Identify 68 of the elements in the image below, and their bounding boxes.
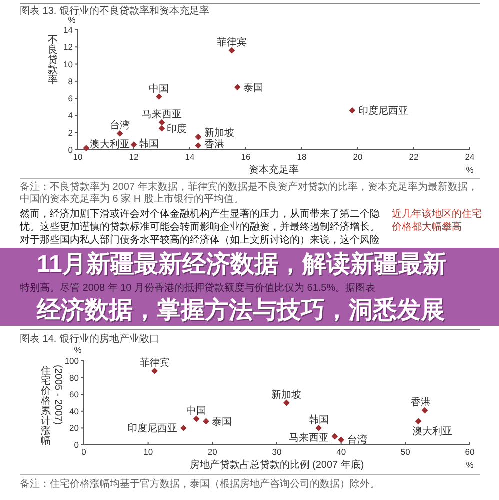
point-label: 香港 (410, 398, 431, 409)
xlabel: 房地产贷款占总贷款的比例 (2007 年底) (190, 460, 364, 471)
xtick: 10 (73, 152, 83, 162)
paragraph: 特别高。尽管 2008 年 10 月份香港的抵押贷款额度与价值比仅为 61.5%。据图表 (20, 283, 376, 294)
xtick: 16 (241, 152, 251, 162)
point-label: 韩国 (139, 138, 159, 150)
ytick: 12 (64, 42, 73, 52)
point-label: 韩国 (308, 415, 329, 426)
note: 备注：住宅价格涨幅均基于官方数据，泰国（根据房地产咨询公司的数据）除外。 (20, 479, 380, 490)
point-label: 澳大利亚 (90, 139, 130, 150)
point-label: 菲律宾 (217, 38, 247, 49)
ytick: 0 (74, 440, 79, 450)
ytick: 10 (64, 59, 73, 70)
y-unit: % (68, 15, 76, 25)
xtick: 18 (297, 152, 307, 162)
xtick: 24 (465, 152, 475, 162)
point-label: 台湾 (110, 120, 130, 132)
note: 备注：不良贷款率为 2007 年末数据，菲律宾的数据是不良资产对贷款的比率，资本充足率为最新数据，中国的资本充足率为 6 家 H 股上市银行的平均值。 (20, 182, 478, 205)
paragraph: 然而，经济加剧下滑或许会对个体金融机构产生显著的压力，从而带来了第二个隐忧。这些更加谨慎的贷款标准可能会转而影响企业的融资，并最终遏制经济增长。对于那些国内私人部门债务水平较高的经济体（如上文所讨论的）来说，这个风险 (20, 209, 380, 246)
point-label: 新加坡 (204, 128, 234, 140)
ylabel: 不良贷款率 (48, 34, 58, 86)
ytick: 60 (70, 390, 79, 400)
ytick: 0 (68, 145, 73, 155)
sidebar: 近几年该地区的住宅价格都大幅攀高 (392, 209, 482, 233)
title: 图表 14. 银行业的房地产业敞口 (20, 334, 160, 345)
xlabel: 资本充足率 (249, 165, 299, 176)
ytick: 2 (68, 128, 73, 138)
ylabel: 住宅价格累计涨幅 (41, 366, 51, 447)
point-label: 马来西亚 (288, 433, 329, 444)
xtick: 60 (465, 447, 475, 457)
xtick: 0 (82, 447, 86, 457)
y-unit: % (74, 345, 82, 355)
x-unit: % (466, 460, 474, 470)
point-label: 台湾 (347, 434, 368, 446)
ytick: 80 (70, 372, 79, 383)
xtick: 20 (208, 447, 218, 457)
point-label: 印度尼西亚 (128, 424, 178, 435)
ylabel: (2005 - 2007) (52, 365, 64, 426)
ytick: 4 (68, 110, 73, 121)
xtick: 22 (409, 152, 419, 162)
point-label: 澳大利亚 (412, 426, 453, 438)
ytick: 14 (64, 25, 73, 35)
point-label: 新加坡 (272, 390, 302, 401)
xtick: 40 (336, 447, 346, 457)
point-label: 中国 (186, 406, 207, 417)
point-label: 香港 (204, 140, 224, 151)
xtick: 20 (353, 152, 363, 162)
point-label: 泰国 (212, 416, 232, 428)
x-unit: % (466, 165, 474, 175)
point-label: 泰国 (244, 82, 264, 94)
xtick: 50 (400, 447, 410, 457)
ytick: 100 (64, 356, 79, 366)
title: 经济数据，掌握方法与技巧，洞悉发展 (37, 297, 445, 324)
xtick: 14 (185, 152, 195, 162)
ytick: 20 (70, 423, 79, 434)
ytick: 6 (68, 94, 73, 104)
point-label: 印度 (167, 124, 187, 136)
point-label: 菲律宾 (140, 358, 170, 370)
ytick: 8 (68, 76, 73, 86)
title: 图表 13. 银行业的不良贷款率和资本充足率 (20, 6, 210, 17)
point-label: 印度尼西亚 (358, 106, 408, 118)
point-label: 中国 (149, 84, 170, 95)
xtick: 30 (272, 447, 282, 457)
title: 11月新疆最新经济数据，解读新疆最新 (37, 251, 446, 278)
ytick: 40 (70, 406, 79, 416)
xtick: 10 (144, 447, 154, 457)
point-label: 马来西亚 (142, 110, 182, 121)
xtick: 12 (129, 152, 139, 162)
